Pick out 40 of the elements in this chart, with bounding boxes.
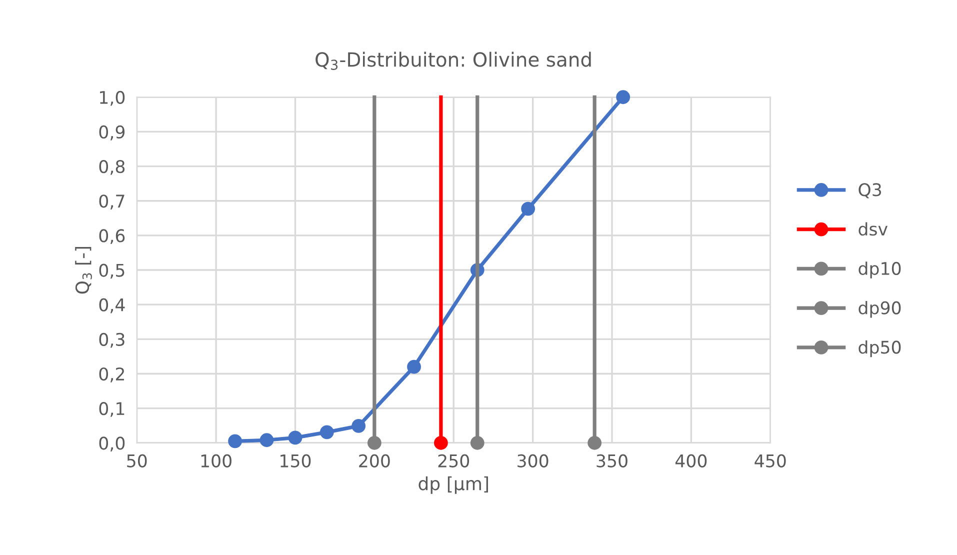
legend-label: dp50 xyxy=(858,340,901,358)
legend-label: Q3 xyxy=(858,183,882,198)
x-tick-label: 450 xyxy=(754,454,786,468)
legend-label: dp10 xyxy=(858,262,901,278)
y-tick-label: 0,2 xyxy=(99,367,124,382)
y-tick-label: 0,6 xyxy=(99,229,125,244)
y-tick-label: 1,0 xyxy=(100,90,125,106)
legend-label: dsv xyxy=(858,222,888,236)
x-tick-label: 400 xyxy=(675,454,707,468)
x-axis-title: dp [µm] xyxy=(418,476,488,494)
x-tick-label: 350 xyxy=(596,454,628,468)
x-tick-label: 100 xyxy=(201,454,232,468)
point xyxy=(588,436,602,450)
point xyxy=(260,433,274,448)
point xyxy=(367,436,382,450)
x-tick-label: 250 xyxy=(438,454,470,468)
point xyxy=(352,419,366,433)
y-tick-label: 0,0 xyxy=(99,436,125,452)
y-tick-label: 0,4 xyxy=(99,298,125,314)
y-tick-label: 0,9 xyxy=(99,125,125,140)
point xyxy=(407,360,421,374)
point xyxy=(470,436,484,450)
x-tick-label: 300 xyxy=(518,454,548,468)
point xyxy=(228,434,242,448)
point xyxy=(521,202,536,216)
chart-title: Q$_{3}$-Distribuiton: Olivine sand xyxy=(316,52,591,70)
y-tick-label: 0,3 xyxy=(99,332,124,348)
point xyxy=(288,430,302,445)
x-tick-label: 150 xyxy=(280,454,311,468)
point xyxy=(616,90,630,104)
point xyxy=(434,436,448,450)
y-tick-label: 0,7 xyxy=(99,194,124,210)
y-tick-label: 0,1 xyxy=(99,402,124,417)
x-tick-label: 50 xyxy=(127,454,147,468)
x-tick-label: 200 xyxy=(359,454,390,468)
point xyxy=(320,425,334,440)
y-axis-title: Q$_{3}$ [-] xyxy=(75,246,92,294)
y-tick-label: 0,8 xyxy=(99,160,125,175)
legend-label: dp90 xyxy=(858,300,901,318)
y-tick-label: 0,5 xyxy=(99,264,124,279)
